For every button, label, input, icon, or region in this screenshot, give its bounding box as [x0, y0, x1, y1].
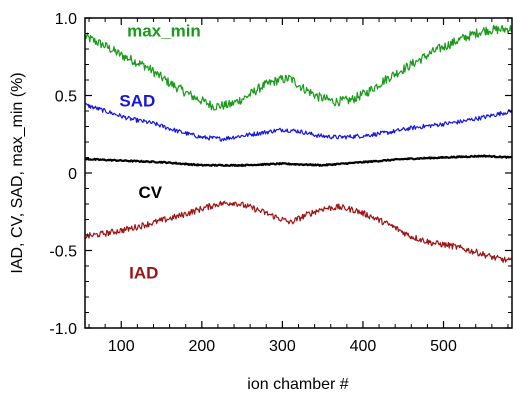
series-labels: max_min SAD CV IAD: [119, 22, 200, 283]
series-line-max-min: [84, 24, 513, 111]
y-axis-title: IAD, CV, SAD, max_min (%): [9, 72, 26, 273]
series-line-CV: [84, 154, 513, 167]
x-tick-label: 200: [188, 338, 215, 355]
series-line-IAD: [84, 200, 513, 263]
axis-ticks: 100 200 300 400 500 1.0 0.5 0 -0.5 -1.0: [49, 11, 512, 355]
series-layer: [84, 24, 513, 263]
x-tick-label: 300: [269, 338, 296, 355]
y-tick-label: -1.0: [49, 321, 77, 338]
series-line-SAD: [84, 103, 513, 142]
x-axis-title: ion chamber #: [247, 376, 348, 393]
series-label-SAD: SAD: [119, 91, 155, 110]
y-tick-label: 1.0: [55, 11, 77, 28]
x-tick-label: 100: [108, 338, 135, 355]
series-label-max-min: max_min: [127, 22, 201, 41]
y-tick-label: 0: [68, 166, 77, 183]
y-tick-label: -0.5: [49, 244, 77, 261]
series-label-CV: CV: [138, 183, 162, 202]
series-label-IAD: IAD: [129, 263, 158, 282]
y-tick-label: 0.5: [55, 89, 77, 106]
x-tick-label: 400: [350, 338, 377, 355]
x-tick-label: 500: [430, 338, 457, 355]
